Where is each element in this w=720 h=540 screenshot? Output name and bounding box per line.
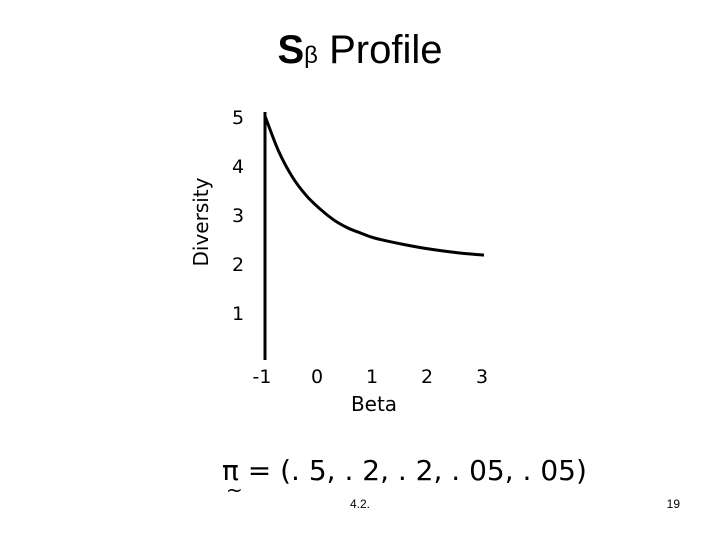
y-axis-label: Diversity bbox=[189, 177, 213, 266]
x-tick-label: 1 bbox=[366, 366, 378, 388]
y-tick-label: 4 bbox=[232, 156, 244, 178]
x-axis-label: Beta bbox=[351, 392, 397, 416]
x-tick-label: 3 bbox=[476, 366, 488, 388]
x-tick-label: -1 bbox=[253, 366, 272, 388]
probability-vector: π ~ = (. 5, . 2, . 2, . 05, . 05) bbox=[222, 454, 587, 502]
y-tick-label: 2 bbox=[232, 254, 244, 276]
series-group bbox=[263, 115, 485, 257]
tilde-mark: ~ bbox=[226, 478, 243, 502]
title-symbol: S bbox=[277, 28, 305, 72]
x-tick-labels: -1 0 1 2 3 bbox=[253, 366, 489, 388]
x-tick-label: 0 bbox=[311, 366, 323, 388]
title-subscript: β bbox=[304, 42, 318, 69]
chart-title: Sβ Profile bbox=[0, 28, 720, 73]
pi-symbol: π ~ bbox=[222, 454, 243, 502]
y-tick-label: 3 bbox=[232, 205, 244, 227]
footer-section: 4.2. bbox=[349, 497, 370, 511]
y-tick-label: 1 bbox=[232, 303, 244, 325]
page-number: 19 bbox=[666, 497, 680, 511]
y-tick-labels: 5 4 3 2 1 bbox=[232, 107, 244, 325]
title-text: Profile bbox=[329, 28, 443, 72]
y-tick-label: 5 bbox=[232, 107, 244, 129]
series-line bbox=[263, 115, 485, 257]
x-tick-label: 2 bbox=[421, 366, 433, 388]
formula-values: = (. 5, . 2, . 2, . 05, . 05) bbox=[247, 454, 587, 487]
